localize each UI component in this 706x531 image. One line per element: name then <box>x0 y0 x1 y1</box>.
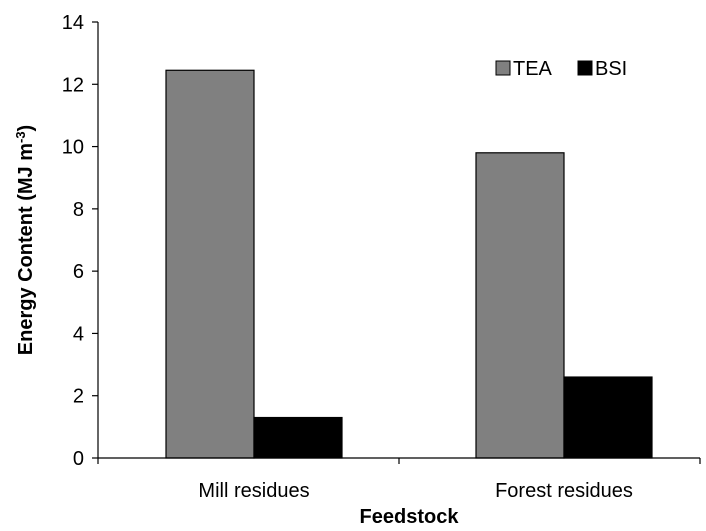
y-tick-label: 2 <box>73 386 84 408</box>
legend-swatch-bsi <box>577 60 593 76</box>
y-tick-label: 4 <box>73 323 84 345</box>
legend-label-tea: TEA <box>513 58 553 80</box>
x-axis-title: Feedstock <box>360 506 460 528</box>
bars-layer <box>165 69 653 459</box>
legend: TEA BSI <box>495 58 627 80</box>
y-tick-label: 0 <box>73 448 84 470</box>
y-tick-label: 6 <box>73 261 84 283</box>
y-tick-label: 14 <box>62 12 84 34</box>
x-category-label: Mill residues <box>198 480 309 502</box>
bar-bsi-forest-residues <box>563 376 653 459</box>
y-tick-label: 8 <box>73 199 84 221</box>
legend-label-bsi: BSI <box>595 58 627 80</box>
bar-bsi-mill-residues <box>253 416 343 459</box>
x-category-label: Forest residues <box>495 480 633 502</box>
y-tick-label: 10 <box>62 137 84 159</box>
y-tick-label: 12 <box>62 74 84 96</box>
y-axis-title: Energy Content (MJ m-3) <box>13 125 38 355</box>
legend-swatch-tea <box>495 60 511 76</box>
y-axis-title-superscript: -3 <box>13 131 28 143</box>
y-axis-title-main: Energy Content (MJ m <box>15 143 37 355</box>
bar-tea-mill-residues <box>165 69 255 459</box>
x-ticks: Mill residues Forest residues <box>97 458 701 502</box>
bar-tea-forest-residues <box>475 152 565 459</box>
y-axis-title-close: ) <box>15 125 37 132</box>
y-ticks: 0 2 4 6 8 10 12 14 <box>62 12 98 470</box>
